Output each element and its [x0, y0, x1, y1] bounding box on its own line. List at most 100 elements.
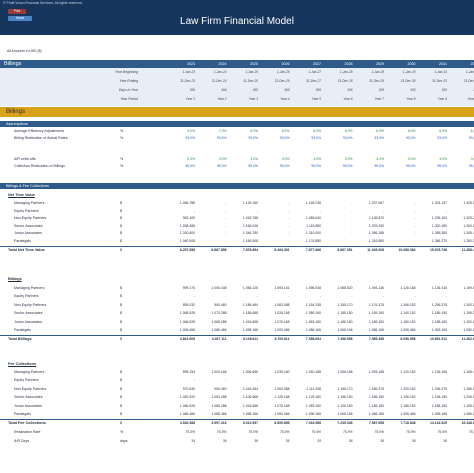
table-cell: 950.460: [214, 302, 227, 307]
period-cell: 1-Jan-23: [182, 70, 195, 74]
table-cell: 93,0%: [374, 136, 384, 140]
table-cell: 8.494.491: [274, 247, 290, 252]
table-cell: 1.188.150: [431, 319, 447, 324]
table-cell: 7.358.654: [305, 337, 321, 342]
table-cell: -: [288, 208, 290, 213]
row-label: Non-Equity Partners: [14, 302, 47, 307]
period-cell: Year 10: [467, 97, 474, 101]
table-cell: 1.176.375: [368, 302, 384, 307]
assumptions-header: Assumptions: [0, 121, 474, 127]
table-cell: 1.006.435: [211, 286, 227, 290]
row-label: Senior Associates: [14, 395, 43, 400]
table-cell: 93,0%: [342, 136, 353, 140]
table-cell: 1.324.157: [431, 201, 447, 205]
table-cell: 75,5%: [468, 430, 474, 435]
row-unit: days: [120, 439, 128, 444]
row-label: Paralegals: [14, 412, 31, 416]
table-cell: 36: [411, 439, 416, 444]
home-button[interactable]: Home: [8, 16, 32, 21]
table-cell: 1.093.466: [274, 328, 290, 332]
table-cell: 1.186.150: [337, 319, 353, 324]
row-label: Realization Rate: [14, 430, 41, 435]
table-cell: 95,0%: [437, 164, 447, 168]
row-label: Senior Associates: [14, 223, 43, 228]
table-cell: 7.718.848: [400, 421, 416, 426]
table-cell: -: [445, 208, 447, 213]
table-cell: 35: [317, 439, 321, 444]
row-unit: %: [120, 164, 124, 168]
row-label: Paralegals: [14, 328, 31, 332]
currency-note: All Amounts in USD ($): [7, 49, 42, 53]
year-header-2026: 2026: [281, 62, 290, 66]
row-unit: $: [120, 231, 122, 236]
table-cell: 1.066.166: [337, 328, 353, 332]
period-cell: Year 2: [217, 97, 227, 101]
table-cell: 1.096.538: [305, 286, 321, 290]
table-cell: 1.063.160: [305, 319, 321, 324]
table-cell: 7.235.338: [337, 421, 353, 426]
period-row-label: Year Period: [120, 97, 138, 101]
table-cell: 93,0%: [216, 136, 227, 140]
table-cell: 75,5%: [405, 430, 416, 435]
table-cell: -: [319, 208, 321, 213]
row-unit: $: [120, 201, 122, 205]
total-rule: [0, 335, 474, 337]
table-cell: -: [225, 239, 227, 243]
period-info-block: Year Beginning 1-Jan-23 1-Jan-24 1-Jan-25 1-…: [0, 68, 474, 106]
table-cell: 1.186.375: [368, 386, 384, 391]
row-label: Non-Equity Partners: [14, 216, 47, 221]
table-cell: -: [351, 216, 353, 221]
total-rule: [0, 245, 474, 247]
table-cell: 1.068.288: [211, 319, 227, 324]
table-cell: 36: [380, 439, 384, 444]
period-cell: 366: [347, 88, 353, 92]
table-cell: 1.088.520: [337, 286, 353, 290]
table-cell: 7.587.658: [368, 421, 384, 426]
table-cell: 1.156.150: [337, 395, 353, 400]
table-cell: 36: [285, 439, 290, 444]
table-cell: 14.142.529: [430, 421, 447, 426]
table-cell: 10.088.384: [398, 247, 416, 252]
period-cell: 365: [441, 88, 447, 92]
table-cell: 3,0%: [344, 157, 353, 161]
row-label: A/R Days: [14, 439, 30, 444]
table-cell: 1.325.181: [463, 201, 474, 205]
table-cell: 6.257.858: [179, 247, 195, 252]
table-cell: 1.136.316: [431, 286, 447, 290]
print-button[interactable]: Print: [8, 9, 26, 14]
table-cell: 962.400: [182, 216, 195, 221]
table-cell: 1.006.466: [179, 328, 195, 332]
row-label: Junior Associates: [14, 231, 42, 236]
table-cell: 93,0%: [468, 136, 474, 140]
table-cell: 1.106.150: [337, 403, 353, 408]
table-cell: 1.070.288: [211, 311, 227, 316]
row-unit: $: [120, 311, 122, 316]
table-cell: 999.175: [182, 286, 195, 290]
billings-banner: [0, 107, 474, 117]
table-cell: 93,0%: [437, 136, 447, 140]
table-cell: 36: [348, 439, 353, 444]
period-cell: 365: [410, 88, 416, 92]
table-cell: 7,0%: [218, 129, 227, 133]
table-cell: 6,0%: [439, 129, 447, 133]
table-cell: 1.140.152: [400, 311, 416, 316]
table-cell: 95,0%: [216, 164, 227, 168]
period-cell: 31-Dec-29: [369, 79, 384, 83]
row-label: Equity Partners: [14, 208, 39, 213]
table-cell: 8.667.051: [337, 247, 353, 252]
row-label: Managing Partners: [14, 201, 45, 205]
table-cell: 1.035.160: [274, 370, 290, 374]
row-unit: $: [120, 208, 122, 213]
table-cell: -: [351, 378, 353, 383]
table-cell: 93,0%: [311, 136, 321, 140]
table-cell: 1.186.150: [431, 311, 447, 316]
table-cell: -: [288, 223, 290, 228]
table-cell: -: [225, 294, 227, 299]
table-cell: 6.013.557: [242, 421, 258, 426]
table-cell: -: [414, 294, 416, 299]
table-cell: 970.630: [182, 386, 195, 391]
table-cell: 1.083.640: [305, 216, 321, 221]
period-cell: 1-Jan-30: [402, 70, 416, 74]
table-cell: 1.325.250: [463, 216, 474, 221]
table-cell: -: [414, 216, 416, 221]
